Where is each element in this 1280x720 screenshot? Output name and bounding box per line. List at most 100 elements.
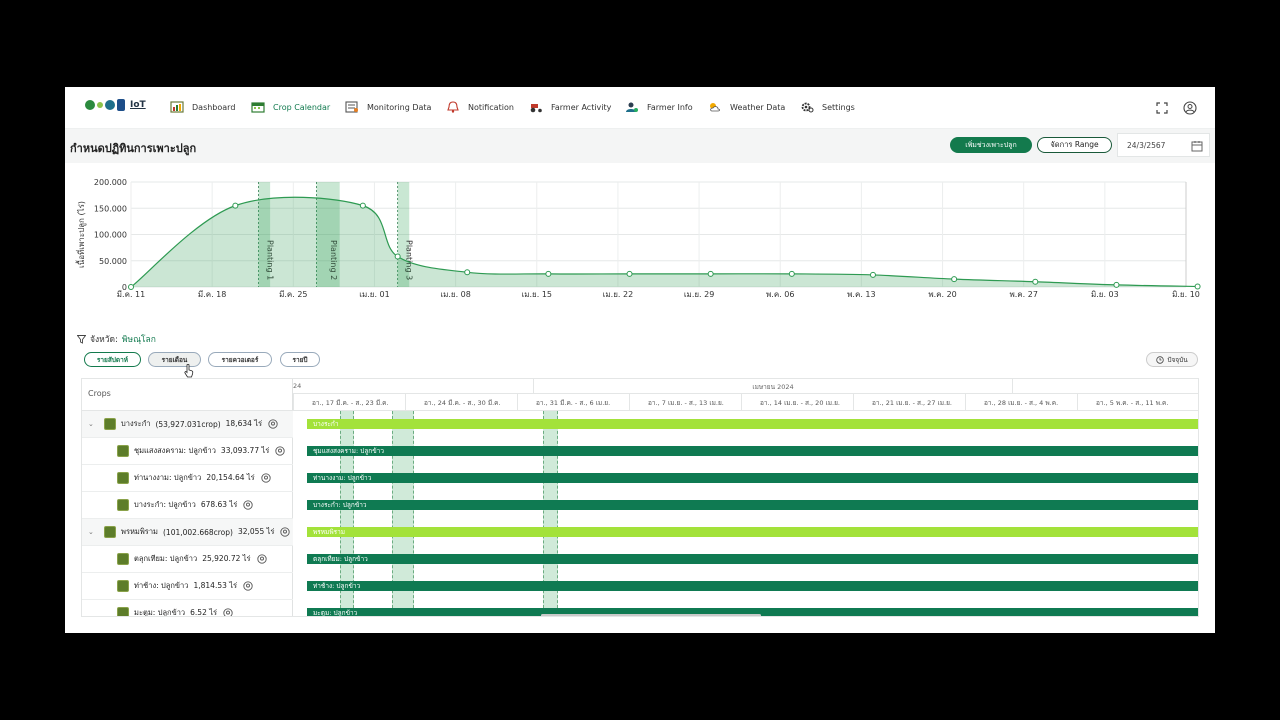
manage-range-button[interactable]: จัดการ Range	[1037, 137, 1112, 153]
view-monthly-button[interactable]: รายเดือน	[148, 352, 201, 367]
location-pin-icon[interactable]	[256, 554, 267, 564]
crop-row[interactable]: ท่าช้าง: ปลูกข้าว 1,814.53 ไร่	[82, 573, 293, 600]
today-button[interactable]: ปัจจุบัน	[1146, 352, 1198, 367]
area-fill	[131, 197, 1198, 287]
planting-label: Planting 2	[329, 240, 338, 280]
district-row[interactable]: ⌄ บางระกำ (53,927.031crop) 18,634 ไร่	[82, 411, 293, 438]
chevron-down-icon[interactable]: ⌄	[88, 528, 94, 536]
fullscreen-icon[interactable]	[1155, 101, 1169, 115]
crop-row[interactable]: มะตูม: ปลูกข้าว 6.52 ไร่	[82, 600, 293, 617]
location-pin-icon[interactable]	[223, 608, 233, 617]
logo-circle-icon	[105, 100, 115, 110]
crop-row[interactable]: บางระกำ: ปลูกข้าว 678.63 ไร่	[82, 492, 293, 519]
month-label-april: เมษายน 2024	[533, 379, 1013, 394]
row-name: มะตูม: ปลูกข้าว	[134, 608, 186, 617]
nav-weather-label: Weather Data	[730, 102, 786, 112]
farmer-icon	[626, 102, 638, 112]
nav-farmer-activity[interactable]: Farmer Activity	[529, 101, 611, 113]
location-pin-icon[interactable]	[261, 473, 271, 483]
x-tick-label: เม.ย. 29	[684, 290, 715, 299]
crop-timeline-bar[interactable]: มะตูม: ปลูกข้าว	[307, 608, 1198, 616]
data-point	[359, 202, 366, 209]
timeline[interactable]: 24 เมษายน 2024 อา., 17 มี.ค. - ส., 23 มี…	[293, 379, 1198, 616]
crops-header: Crops	[82, 379, 293, 411]
crop-row[interactable]: ท่านางงาม: ปลูกข้าว 20,154.64 ไร่	[82, 465, 293, 492]
nav-farmer-info-label: Farmer Info	[647, 102, 693, 112]
crop-timeline-bar[interactable]: บางระกำ: ปลูกข้าว	[307, 500, 1198, 510]
crop-gantt: Crops ⌄ บางระกำ (53,927.031crop) 18,634 ไร่…	[81, 378, 1199, 617]
x-tick-label: พ.ค. 27	[1009, 290, 1037, 299]
crop-row[interactable]: ชุมแสงสงคราม: ปลูกข้าว 33,093.77 ไร่	[82, 438, 293, 465]
crop-timeline-bar[interactable]: ชุมแสงสงคราม: ปลูกข้าว	[307, 446, 1198, 456]
filter-icon[interactable]	[77, 334, 86, 344]
row-area: 32,055 ไร่	[237, 527, 275, 536]
chevron-down-icon[interactable]: ⌄	[88, 420, 94, 428]
row-crops: (53,927.031crop)	[155, 419, 221, 429]
logo-device-icon	[117, 99, 125, 111]
view-quarterly-button[interactable]: รายควอเตอร์	[208, 352, 272, 367]
crop-timeline-bar[interactable]: ท่านางงาม: ปลูกข้าว	[307, 473, 1198, 483]
page-title: กำหนดปฏิทินการเพาะปลูก	[70, 142, 197, 155]
nav-dashboard[interactable]: Dashboard	[170, 101, 235, 113]
week-label: อา., 21 เม.ย. - ส., 27 เม.ย.	[853, 394, 965, 411]
planting-band	[392, 411, 414, 616]
district-timeline-bar[interactable]: พรหมพิราม	[307, 527, 1198, 537]
crop-thumbnail-icon	[104, 418, 116, 430]
horizontal-scrollbar[interactable]	[541, 614, 761, 616]
x-tick-label: มี.ค. 18	[198, 290, 226, 299]
month-label-prev: 24	[293, 382, 302, 390]
nav-weather-data[interactable]: Weather Data	[708, 101, 785, 113]
date-picker[interactable]: 24/3/2567	[1117, 133, 1210, 157]
clock-icon	[1156, 355, 1165, 364]
x-tick-label: เม.ย. 15	[522, 290, 553, 299]
x-tick-label: เม.ย. 01	[359, 290, 390, 299]
row-name: ท่านางงาม: ปลูกข้าว	[134, 473, 202, 482]
location-pin-icon[interactable]	[280, 527, 291, 537]
top-nav: IoT Dashboard Crop Calendar Monitoring D…	[65, 87, 1215, 129]
location-pin-icon[interactable]	[243, 581, 253, 591]
location-pin-icon[interactable]	[268, 419, 278, 429]
row-crops: (101,002.668crop)	[163, 527, 233, 537]
planting-label: Planting 1	[265, 240, 274, 280]
y-tick-label: 0	[122, 283, 127, 292]
month-header: 24 เมษายน 2024	[293, 379, 1198, 394]
data-point	[394, 253, 401, 260]
view-weekly-button[interactable]: รายสัปดาห์	[84, 352, 141, 367]
y-tick-label: 100.000	[94, 231, 127, 240]
nav-settings[interactable]: Settings	[800, 101, 855, 113]
crop-thumbnail-icon	[104, 526, 116, 538]
calendar-icon	[251, 102, 265, 113]
crop-thumbnail-icon	[117, 553, 129, 565]
crop-timeline-bar[interactable]: ท่าช้าง: ปลูกข้าว	[307, 581, 1198, 591]
filter-value[interactable]: พิษณุโลก	[121, 335, 156, 345]
x-tick-label: เม.ย. 22	[603, 290, 634, 299]
nav-crop-calendar[interactable]: Crop Calendar	[251, 101, 330, 113]
crop-row[interactable]: ตลุกเทียม: ปลูกข้าว 25,920.72 ไร่	[82, 546, 293, 573]
planting-band	[258, 182, 271, 287]
data-point	[128, 284, 134, 290]
add-planting-period-button[interactable]: เพิ่มช่วงเพาะปลูก	[950, 137, 1032, 153]
location-pin-icon[interactable]	[243, 500, 253, 510]
user-icon[interactable]	[1183, 101, 1197, 115]
nav-monitoring-data[interactable]: Monitoring Data	[345, 101, 431, 113]
row-name: บางระกำ	[121, 419, 151, 428]
province-filter[interactable]: จังหวัด: พิษณุโลก	[77, 332, 156, 346]
monitoring-icon	[345, 101, 358, 113]
location-pin-icon[interactable]	[275, 446, 285, 456]
row-name: ท่าช้าง: ปลูกข้าว	[134, 581, 189, 590]
crop-thumbnail-icon	[117, 445, 129, 457]
crop-list: Crops ⌄ บางระกำ (53,927.031crop) 18,634 ไร่…	[82, 379, 293, 617]
row-name: บางระกำ: ปลูกข้าว	[134, 500, 196, 509]
view-yearly-button[interactable]: รายปี	[280, 352, 320, 367]
planting-band	[543, 411, 558, 616]
nav-notification[interactable]: Notification	[446, 101, 514, 113]
row-area: 678.63 ไร่	[200, 500, 238, 509]
district-timeline-bar[interactable]: บางระกำ	[307, 419, 1198, 429]
crop-timeline-bar[interactable]: ตลุกเทียม: ปลูกข้าว	[307, 554, 1198, 564]
planting-band	[316, 182, 340, 287]
today-label: ปัจจุบัน	[1167, 355, 1188, 364]
nav-farmer-info[interactable]: Farmer Info	[625, 101, 693, 113]
district-row[interactable]: ⌄ พรหมพิราม (101,002.668crop) 32,055 ไร่	[82, 519, 293, 546]
filter-label: จังหวัด:	[90, 335, 118, 345]
logo[interactable]: IoT	[85, 99, 146, 111]
